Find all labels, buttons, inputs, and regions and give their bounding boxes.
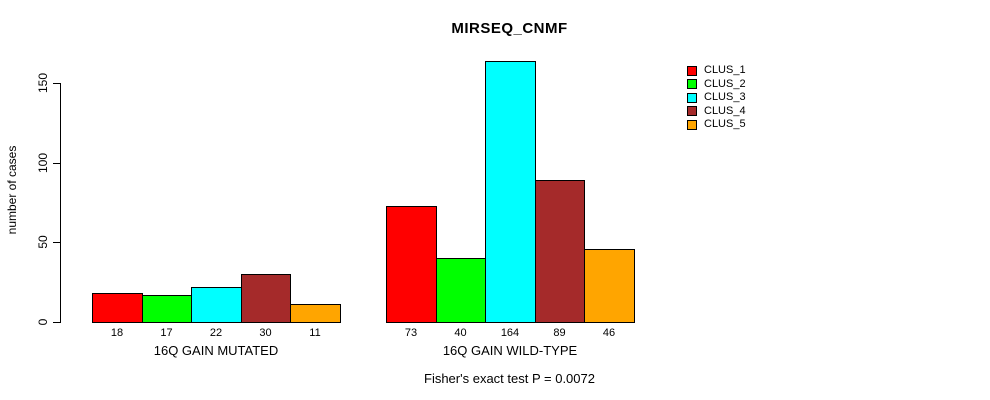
- legend-swatch: [687, 119, 697, 130]
- legend-swatch: [687, 92, 697, 103]
- bar: [485, 61, 536, 323]
- bar: [436, 258, 486, 323]
- bar: [142, 295, 192, 323]
- chart-title: MIRSEQ_CNMF: [451, 20, 568, 37]
- legend: CLUS_1 CLUS_2 CLUS_3 CLUS_4 CLUS_5: [687, 64, 746, 132]
- legend-item: CLUS_4: [687, 105, 746, 119]
- y-axis-tick: [53, 242, 60, 243]
- bar: [92, 293, 143, 323]
- y-axis-label: number of cases: [5, 145, 19, 235]
- bar-value-label: 22: [209, 327, 223, 339]
- bar: [241, 274, 291, 323]
- legend-swatch: [687, 65, 697, 76]
- bar-value-label: 46: [602, 327, 616, 339]
- bar-value-label: 18: [110, 327, 124, 339]
- bar-value-label: 17: [160, 327, 173, 339]
- legend-label: CLUS_1: [704, 64, 746, 77]
- bar: [535, 180, 585, 323]
- bar-value-label: 40: [454, 327, 467, 339]
- bar: [290, 304, 341, 323]
- bar-value-label: 11: [309, 327, 321, 339]
- bar-value-label: 30: [259, 327, 272, 339]
- y-axis-tick: [53, 83, 60, 84]
- legend-item: CLUS_1: [687, 64, 746, 78]
- legend-item: CLUS_5: [687, 118, 746, 132]
- legend-label: CLUS_4: [704, 104, 746, 117]
- legend-item: CLUS_3: [687, 91, 746, 105]
- annotation-text: Fisher's exact test P = 0.0072: [424, 371, 595, 386]
- group-label: 16Q GAIN MUTATED: [153, 343, 279, 358]
- legend-label: CLUS_5: [704, 118, 746, 131]
- y-tick-label: 50: [36, 235, 50, 249]
- y-axis-tick: [53, 322, 60, 323]
- bar: [386, 206, 437, 323]
- legend-swatch: [687, 106, 697, 117]
- bar: [584, 249, 635, 323]
- legend-label: CLUS_3: [704, 91, 746, 104]
- bar-value-label: 164: [500, 327, 520, 339]
- bar-value-label: 73: [404, 327, 418, 339]
- bar: [191, 287, 242, 323]
- y-tick-label: 150: [36, 72, 50, 94]
- legend-label: CLUS_2: [704, 77, 746, 90]
- y-axis-tick: [53, 163, 60, 164]
- y-tick-label: 100: [36, 152, 50, 174]
- y-axis-line: [60, 83, 61, 323]
- legend-item: CLUS_2: [687, 78, 746, 92]
- y-tick-label: 0: [36, 318, 50, 326]
- legend-swatch: [687, 79, 697, 90]
- group-label: 16Q GAIN WILD-TYPE: [442, 343, 578, 358]
- bar-value-label: 89: [553, 327, 566, 339]
